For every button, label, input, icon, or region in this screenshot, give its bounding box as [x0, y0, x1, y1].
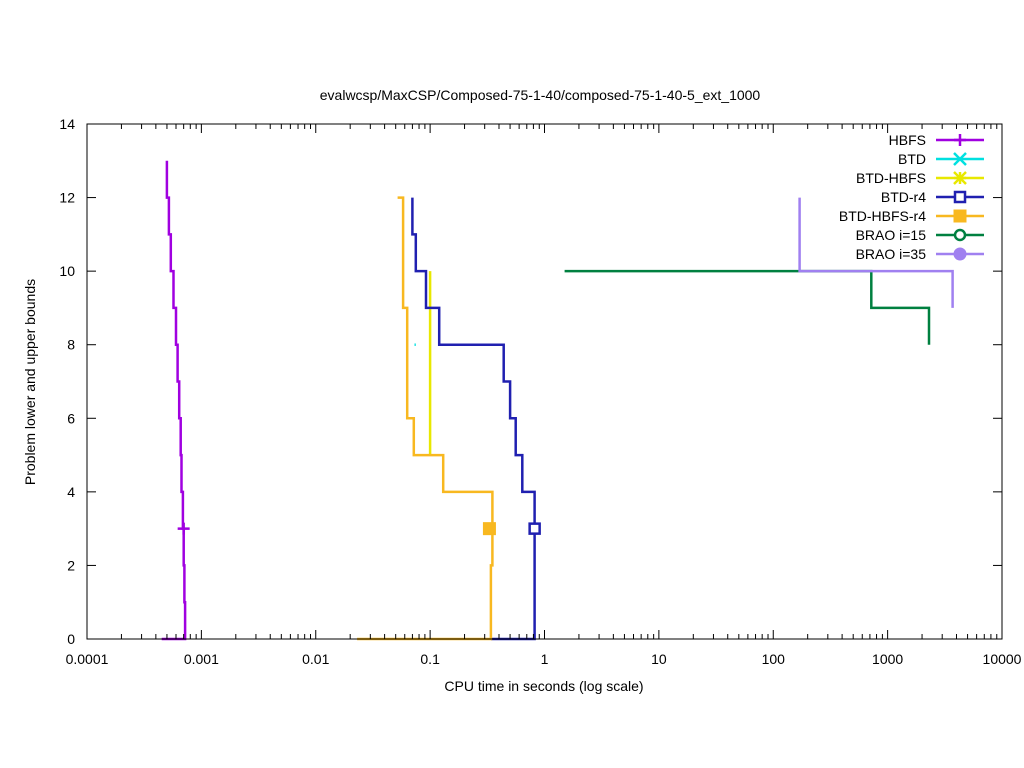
legend-marker: [953, 190, 967, 204]
legend-item-brao-i-35: BRAO i=35: [856, 246, 984, 262]
series-marker-btd-hbfs-r4: [482, 522, 496, 536]
y-tick-label: 12: [59, 190, 75, 206]
legend-item-btd-r4: BTD-r4: [881, 189, 984, 205]
y-axis-label: Problem lower and upper bounds: [22, 279, 38, 485]
legend-item-btd-hbfs: BTD-HBFS: [856, 170, 984, 186]
legend-label: HBFS: [889, 132, 926, 148]
series-marker-btd-r4: [528, 522, 541, 535]
legend-label: BRAO i=15: [856, 227, 927, 243]
y-tick-label: 4: [67, 484, 75, 500]
series-line-hbfs: [161, 160, 187, 641]
chart-title: evalwcsp/MaxCSP/Composed-75-1-40/compose…: [320, 87, 761, 103]
y-tick-label: 2: [67, 557, 75, 573]
legend-label: BRAO i=35: [856, 246, 927, 262]
legend-item-hbfs: HBFS: [889, 132, 984, 148]
x-tick-label: 100: [762, 651, 786, 667]
x-tick-label: 10: [651, 651, 667, 667]
legend-item-brao-i-15: BRAO i=15: [856, 227, 984, 243]
series-line-btd-r4: [411, 197, 536, 641]
x-tick-label: 10000: [983, 651, 1022, 667]
legend: HBFS BTD BTD-HBFS BTD-r4 BTD-HBFS-r4 BRAO i=1…: [839, 132, 984, 262]
x-tick-label: 0.01: [302, 651, 329, 667]
x-tick-label: 0.1: [420, 651, 440, 667]
y-tick-label: 14: [59, 116, 75, 132]
y-axis: 0 2 4 6 8 10 12 14: [59, 116, 1002, 647]
y-tick-label: 8: [67, 337, 75, 353]
series-marker-hbfs: [177, 522, 190, 535]
y-tick-label: 0: [67, 631, 75, 647]
legend-label: BTD: [898, 151, 926, 167]
legend-label: BTD-HBFS-r4: [839, 208, 926, 224]
x-axis: 0.0001 0.001 0.01 0.1 1 10 100 1000 10000: [66, 124, 1022, 667]
legend-label: BTD-r4: [881, 189, 926, 205]
legend-marker: [954, 134, 966, 146]
y-tick-label: 6: [67, 410, 75, 426]
plot-lines: [161, 160, 954, 641]
legend-item-btd-hbfs-r4: BTD-HBFS-r4: [839, 208, 984, 224]
x-tick-label: 0.001: [184, 651, 219, 667]
plot-frame: [86, 123, 1003, 640]
x-axis-label: CPU time in seconds (log scale): [444, 678, 643, 694]
series-line-brao-i-35: [798, 197, 954, 308]
legend-label: BTD-HBFS: [856, 170, 926, 186]
legend-marker: [953, 247, 967, 261]
plot-markers: [177, 522, 541, 536]
series-line-btd-hbfs-r4: [357, 196, 494, 641]
series-line-brao-i-15: [564, 269, 931, 345]
x-tick-label: 1000: [872, 651, 903, 667]
y-tick-label: 10: [59, 263, 75, 279]
x-tick-label: 1: [541, 651, 549, 667]
legend-marker: [953, 228, 967, 242]
legend-item-btd: BTD: [898, 151, 984, 167]
legend-marker: [953, 152, 967, 166]
legend-marker: [953, 209, 967, 223]
x-tick-label: 0.0001: [66, 651, 109, 667]
legend-marker: [953, 171, 967, 185]
